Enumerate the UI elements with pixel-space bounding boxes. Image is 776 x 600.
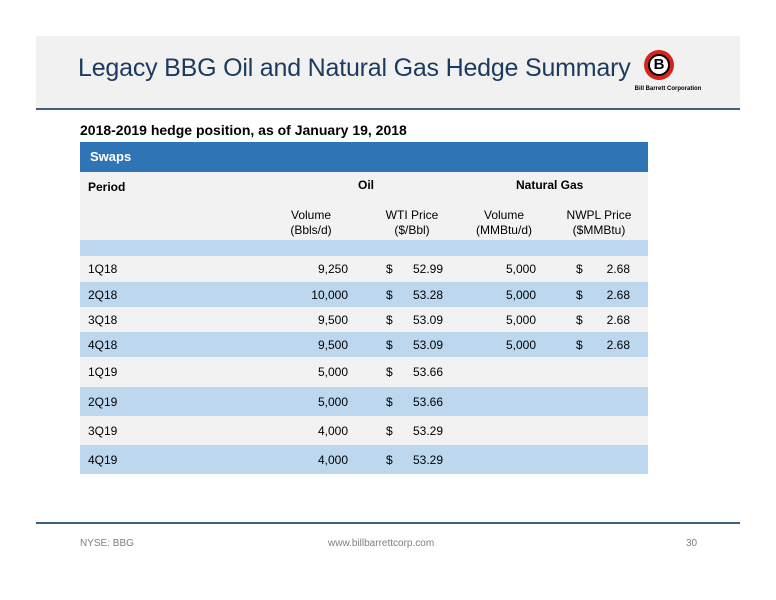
period-cell: 3Q19: [88, 423, 118, 438]
oil-price-cell: 53.28: [412, 287, 443, 302]
period-cell: 2Q18: [88, 287, 118, 302]
hedge-table: Swaps Period Oil Natural Gas Volume (Bbl…: [80, 142, 648, 474]
oil-price-col-header: WTI Price ($/Bbl): [372, 208, 452, 238]
oil-price-cell: 53.09: [412, 312, 443, 327]
oil-volume-cell: 4,000: [317, 423, 348, 438]
footer-ticker: NYSE: BBG: [80, 538, 134, 549]
oil-dollar-sign: $: [386, 452, 393, 467]
oil-dollar-sign: $: [386, 312, 393, 327]
oil-price-cell: 53.09: [412, 337, 443, 352]
footer-url: www.billbarrettcorp.com: [328, 538, 435, 549]
logo-mark-icon: B: [644, 50, 674, 80]
oil-volume-cell: 10,000: [311, 287, 348, 302]
gas-dollar-sign: $: [576, 337, 583, 352]
gas-volume-cell: 5,000: [505, 312, 536, 327]
gas-price-cell: 2.68: [606, 337, 630, 352]
logo-letter: B: [648, 54, 670, 76]
oil-dollar-sign: $: [386, 337, 393, 352]
oil-dollar-sign: $: [386, 287, 393, 302]
gas-price-cell: 2.68: [606, 262, 630, 276]
oil-volume-cell: 4,000: [317, 452, 348, 467]
oil-price-label: WTI Price: [385, 208, 439, 222]
gas-dollar-sign: $: [576, 312, 583, 327]
page-number: 30: [686, 538, 698, 549]
oil-dollar-sign: $: [386, 365, 393, 379]
oil-price-cell: 53.66: [412, 365, 443, 379]
page-title: Legacy BBG Oil and Natural Gas Hedge Sum…: [78, 54, 631, 82]
table-body: 1Q18 9,250 $52.99 5,000 $2.68 2Q18 10,000 $53.2…: [80, 256, 648, 474]
gas-dollar-sign: $: [576, 262, 583, 276]
gas-price-cell: 2.68: [606, 287, 630, 302]
gas-price-col-header: NWPL Price ($MMBtu): [558, 208, 640, 238]
period-cell: 4Q18: [88, 337, 118, 352]
oil-volume-cell: 5,000: [317, 365, 348, 379]
oil-volume-col-header: Volume (Bbls/d): [276, 208, 346, 238]
gas-volume-col-header: Volume (MMBtu/d): [464, 208, 544, 238]
gas-volume-label: Volume: [483, 208, 525, 222]
gas-volume-cell: 5,000: [505, 262, 536, 276]
period-cell: 4Q19: [88, 452, 118, 467]
oil-dollar-sign: $: [386, 394, 393, 409]
oil-dollar-sign: $: [386, 262, 393, 276]
period-cell: 3Q18: [88, 312, 118, 327]
gas-price-unit: ($MMBtu): [572, 223, 626, 237]
footer-divider: [36, 522, 740, 524]
gas-volume-unit: (MMBtu/d): [475, 223, 532, 237]
table-row: 3Q19 4,000 $53.29: [80, 416, 648, 445]
oil-price-unit: ($/Bbl): [394, 223, 430, 237]
period-cell: 1Q18: [88, 262, 118, 276]
oil-price-cell: 53.66: [412, 394, 443, 409]
table-row: 1Q18 9,250 $52.99 5,000 $2.68: [80, 256, 648, 282]
oil-volume-cell: 9,500: [317, 337, 348, 352]
table-row: 4Q19 4,000 $53.29: [80, 445, 648, 474]
oil-price-cell: 52.99: [412, 262, 443, 276]
oil-header: Oil: [358, 178, 375, 192]
oil-price-cell: 53.29: [412, 452, 443, 467]
table-row: 1Q19 5,000 $53.66: [80, 357, 648, 387]
gas-price-cell: 2.68: [606, 312, 630, 327]
spacer-row: [80, 240, 648, 256]
swaps-section-header: Swaps: [80, 142, 648, 172]
oil-volume-cell: 9,500: [317, 312, 348, 327]
oil-volume-label: Volume: [290, 208, 332, 222]
gas-volume-cell: 5,000: [505, 287, 536, 302]
table-header: Period Oil Natural Gas Volume (Bbls/d) W…: [80, 172, 648, 240]
logo-text: Bill Barrett Corporation: [634, 86, 702, 92]
gas-price-label: NWPL Price: [566, 208, 632, 222]
period-cell: 2Q19: [88, 394, 118, 409]
oil-volume-cell: 5,000: [317, 394, 348, 409]
gas-volume-cell: 5,000: [505, 337, 536, 352]
table-row: 3Q18 9,500 $53.09 5,000 $2.68: [80, 307, 648, 332]
gas-header: Natural Gas: [516, 178, 584, 192]
company-logo: B Bill Barrett Corporation: [624, 48, 704, 96]
table-row: 2Q19 5,000 $53.66: [80, 387, 648, 416]
header-band: Legacy BBG Oil and Natural Gas Hedge Sum…: [36, 36, 740, 110]
oil-price-cell: 53.29: [412, 423, 443, 438]
period-cell: 1Q19: [88, 365, 118, 379]
oil-volume-cell: 9,250: [317, 262, 348, 276]
table-subtitle: 2018-2019 hedge position, as of January …: [80, 122, 407, 138]
gas-dollar-sign: $: [576, 287, 583, 302]
table-row: 4Q18 9,500 $53.09 5,000 $2.68: [80, 332, 648, 357]
oil-dollar-sign: $: [386, 423, 393, 438]
period-header: Period: [88, 180, 126, 194]
oil-volume-unit: (Bbls/d): [290, 223, 332, 237]
table-row: 2Q18 10,000 $53.28 5,000 $2.68: [80, 282, 648, 307]
